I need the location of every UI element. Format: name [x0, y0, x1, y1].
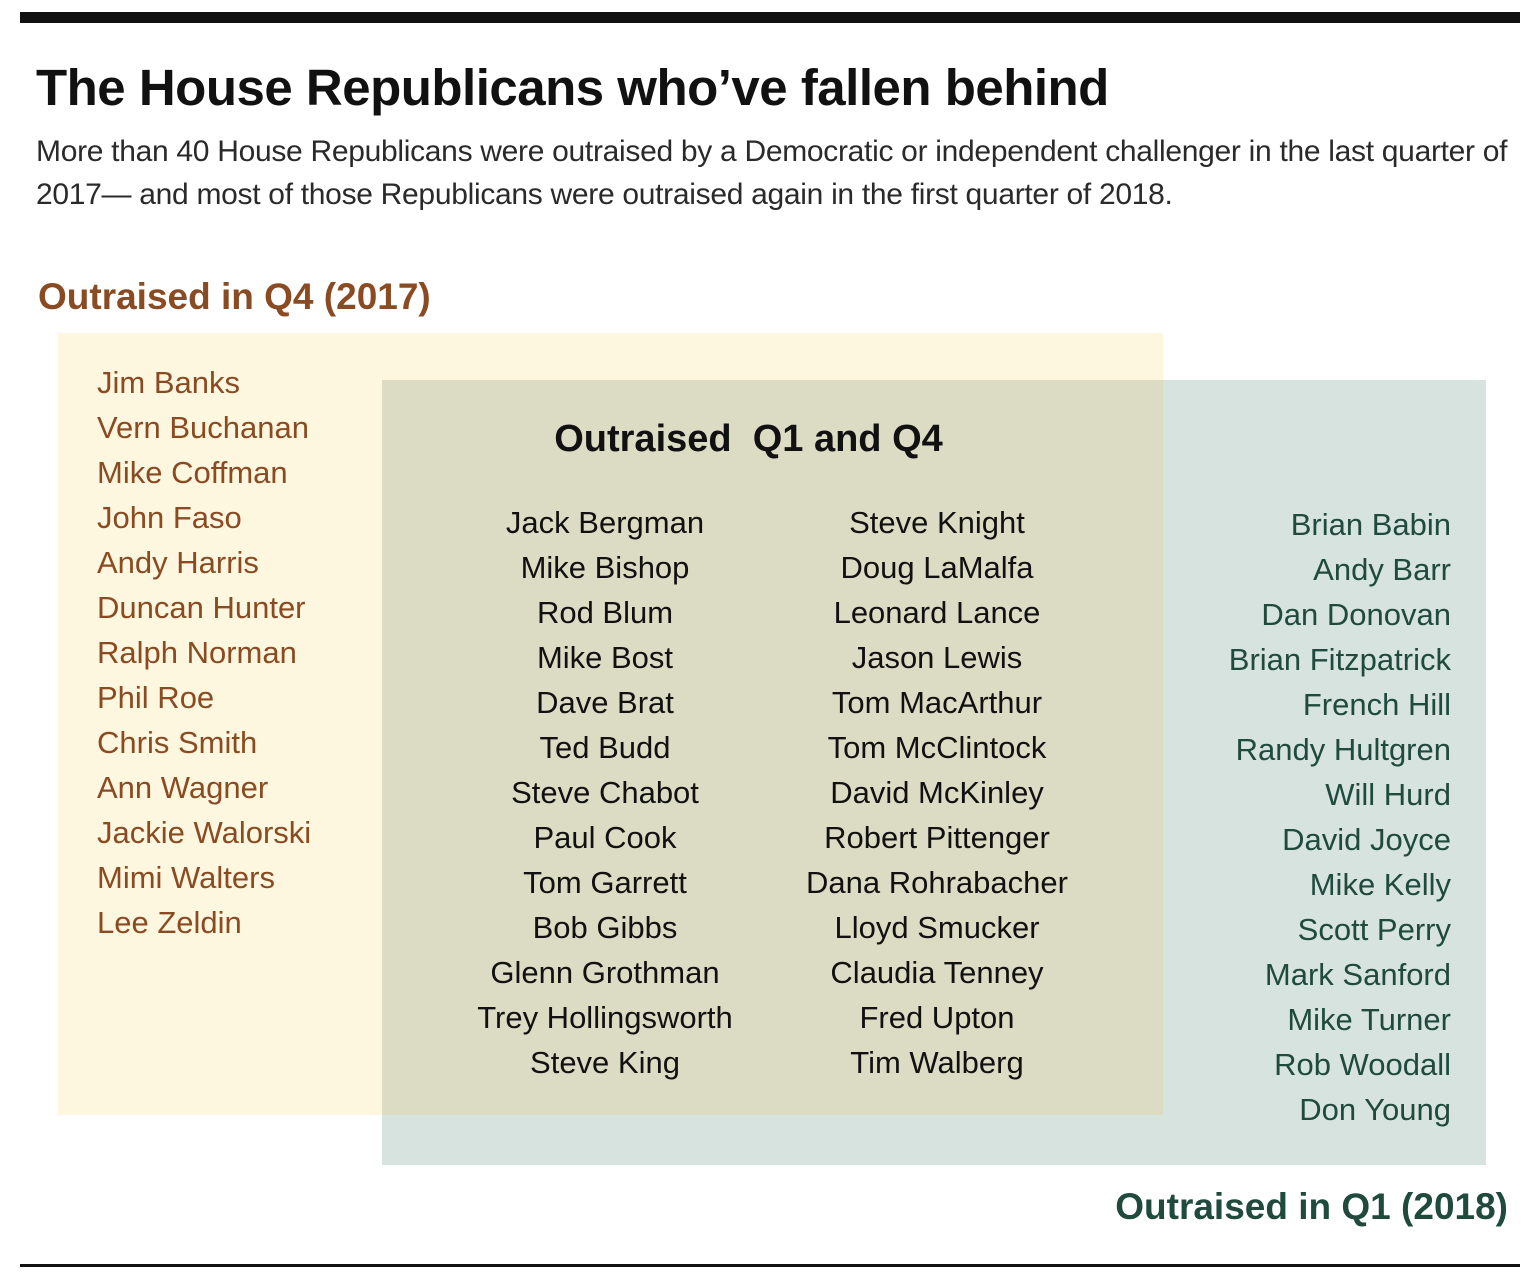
q1-only-name: French Hill: [1229, 682, 1451, 727]
page-subtitle: More than 40 House Republicans were outr…: [36, 130, 1516, 216]
overlap-name: Dave Brat: [440, 680, 770, 725]
overlap-name: David McKinley: [772, 770, 1102, 815]
overlap-name: Mike Bishop: [440, 545, 770, 590]
q1-only-name: Mike Turner: [1229, 997, 1451, 1042]
q4-only-name: Ralph Norman: [97, 630, 311, 675]
overlap-name: Tom Garrett: [440, 860, 770, 905]
q4-only-name: John Faso: [97, 495, 311, 540]
q4-only-name: Ann Wagner: [97, 765, 311, 810]
overlap-name: Steve Knight: [772, 500, 1102, 545]
overlap-name-list-right: Steve Knight Doug LaMalfa Leonard Lance Jas…: [772, 500, 1102, 1085]
overlap-name: Claudia Tenney: [772, 950, 1102, 995]
q4-only-name: Chris Smith: [97, 720, 311, 765]
q1-only-name: Don Young: [1229, 1087, 1451, 1132]
q4-only-name: Jackie Walorski: [97, 810, 311, 855]
q1-only-name: Randy Hultgren: [1229, 727, 1451, 772]
overlap-name: Steve Chabot: [440, 770, 770, 815]
q1-only-name: Brian Babin: [1229, 502, 1451, 547]
q4-only-name-list: Jim Banks Vern Buchanan Mike Coffman John F…: [97, 360, 311, 945]
q1-only-name: Rob Woodall: [1229, 1042, 1451, 1087]
q4-only-name: Vern Buchanan: [97, 405, 311, 450]
overlap-name: Ted Budd: [440, 725, 770, 770]
overlap-name: Tom McClintock: [772, 725, 1102, 770]
overlap-name: Steve King: [440, 1040, 770, 1085]
q1-only-name: Mark Sanford: [1229, 952, 1451, 997]
q4-only-name: Mimi Walters: [97, 855, 311, 900]
q1-only-name: Andy Barr: [1229, 547, 1451, 592]
overlap-name: Glenn Grothman: [440, 950, 770, 995]
q1-only-name: Mike Kelly: [1229, 862, 1451, 907]
q1-only-name: Brian Fitzpatrick: [1229, 637, 1451, 682]
overlap-name: Jason Lewis: [772, 635, 1102, 680]
page-title: The House Republicans who’ve fallen behi…: [36, 58, 1109, 117]
q4-set-label: Outraised in Q4 (2017): [38, 276, 431, 318]
overlap-name: Robert Pittenger: [772, 815, 1102, 860]
overlap-name: Tim Walberg: [772, 1040, 1102, 1085]
q4-only-name: Mike Coffman: [97, 450, 311, 495]
top-rule: [20, 12, 1520, 23]
overlap-name: Mike Bost: [440, 635, 770, 680]
q1-only-name: David Joyce: [1229, 817, 1451, 862]
q1-only-name: Will Hurd: [1229, 772, 1451, 817]
q1-set-label: Outraised in Q1 (2018): [1115, 1186, 1508, 1228]
overlap-name: Tom MacArthur: [772, 680, 1102, 725]
bottom-rule: [20, 1264, 1520, 1267]
overlap-name: Fred Upton: [772, 995, 1102, 1040]
overlap-name: Lloyd Smucker: [772, 905, 1102, 950]
overlap-name: Jack Bergman: [440, 500, 770, 545]
q4-only-name: Lee Zeldin: [97, 900, 311, 945]
overlap-name: Trey Hollingsworth: [440, 995, 770, 1040]
q1-only-name-list: Brian Babin Andy Barr Dan Donovan Brian Fit…: [1229, 502, 1451, 1132]
q4-only-name: Jim Banks: [97, 360, 311, 405]
overlap-name: Dana Rohrabacher: [772, 860, 1102, 905]
q1-only-name: Scott Perry: [1229, 907, 1451, 952]
q4-only-name: Duncan Hunter: [97, 585, 311, 630]
overlap-name: Bob Gibbs: [440, 905, 770, 950]
overlap-name: Rod Blum: [440, 590, 770, 635]
overlap-name: Leonard Lance: [772, 590, 1102, 635]
q4-only-name: Andy Harris: [97, 540, 311, 585]
overlap-set-label: Outraised Q1 and Q4: [382, 418, 1115, 461]
overlap-name: Doug LaMalfa: [772, 545, 1102, 590]
overlap-name: Paul Cook: [440, 815, 770, 860]
q1-only-name: Dan Donovan: [1229, 592, 1451, 637]
overlap-name-list-left: Jack Bergman Mike Bishop Rod Blum Mike Bost…: [440, 500, 770, 1085]
q4-only-name: Phil Roe: [97, 675, 311, 720]
